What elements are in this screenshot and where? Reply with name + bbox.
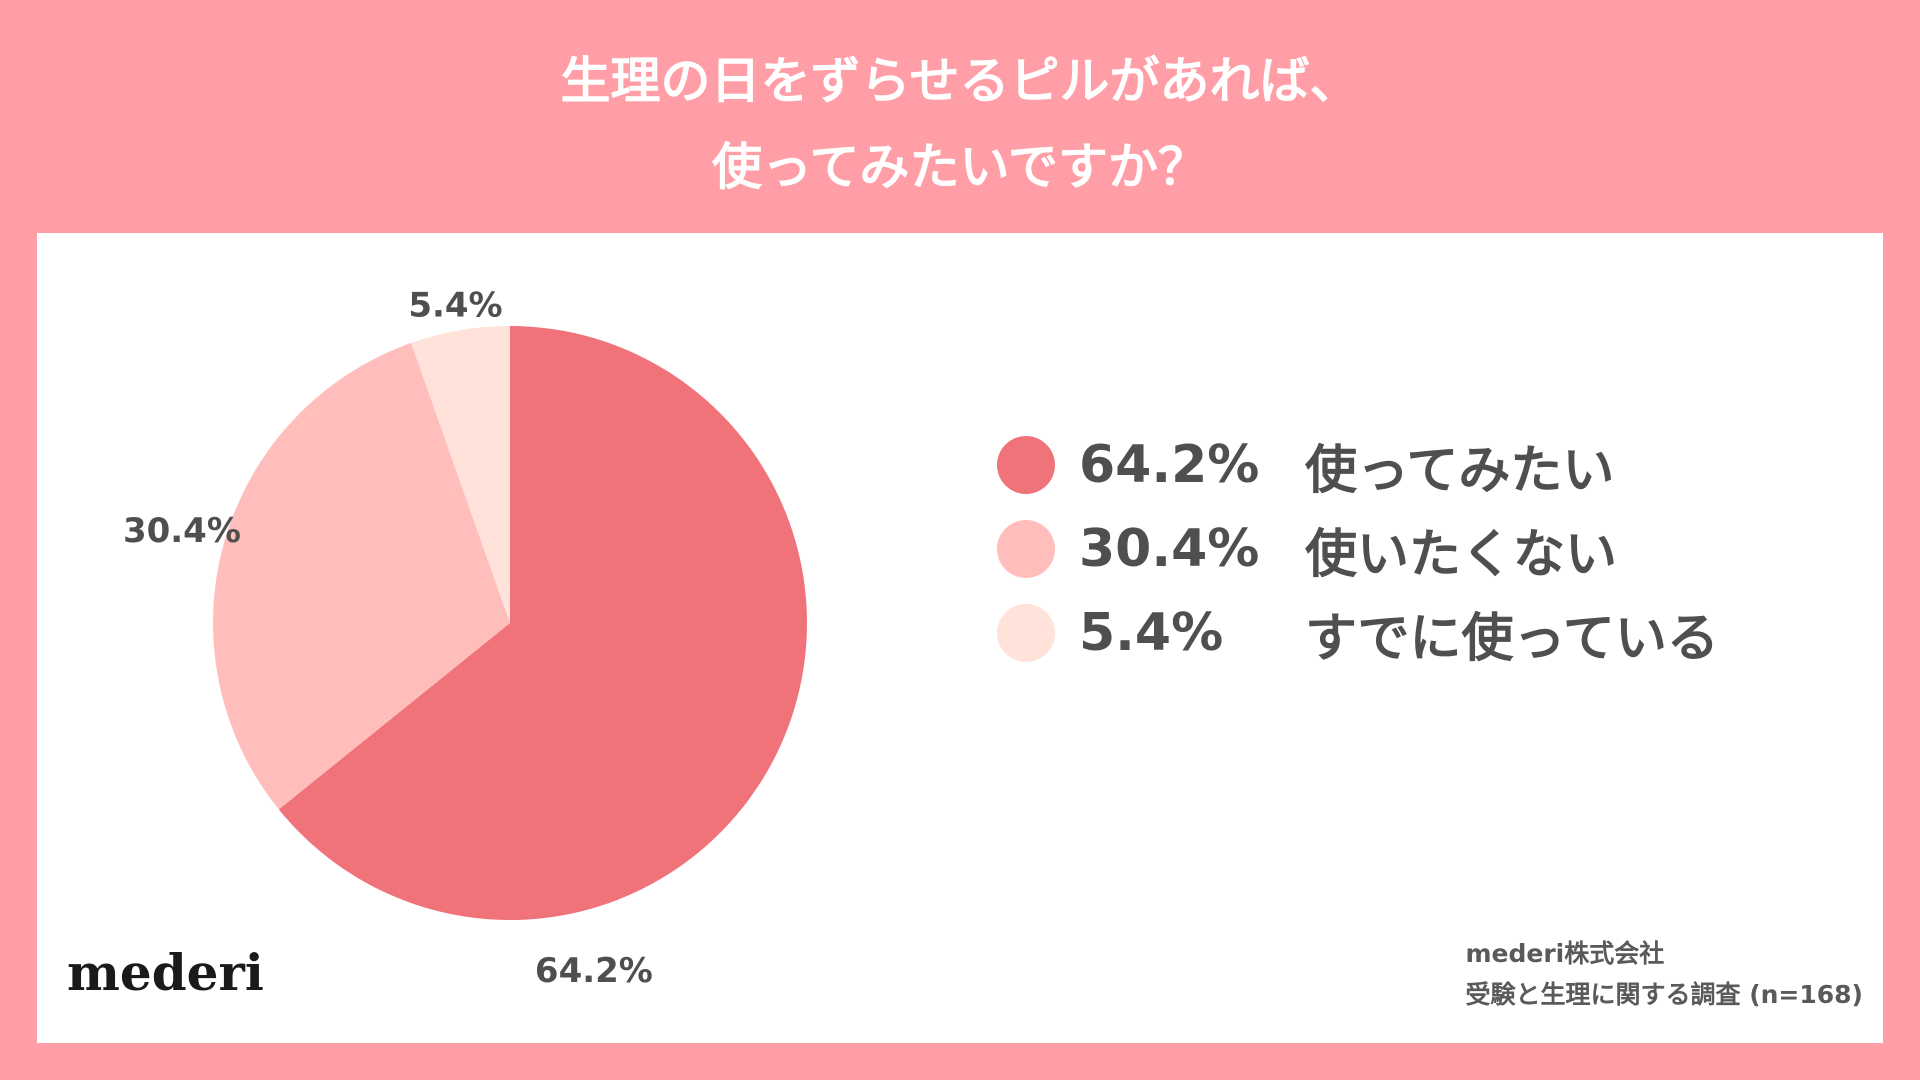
chart-legend: 64.2% 使ってみたい 30.4% 使いたくない 5.4% すでに使っている bbox=[997, 423, 1719, 675]
legend-item-want: 64.2% 使ってみたい bbox=[997, 423, 1719, 507]
legend-label-want: 使ってみたい bbox=[1305, 440, 1615, 501]
legend-label-dont-want: 使いたくない bbox=[1305, 524, 1618, 585]
legend-swatch-dont-want bbox=[997, 520, 1055, 578]
chart-title: 生理の日をずらせるピルがあれば、 使ってみたいですか？ bbox=[0, 38, 1920, 210]
pie-label-already-using: 5.4% bbox=[408, 286, 502, 326]
legend-item-already-using: 5.4% すでに使っている bbox=[997, 591, 1719, 675]
pie-slice-dont-want bbox=[213, 342, 511, 810]
source-survey: 受験と生理に関する調査 (n=168) bbox=[1465, 980, 1864, 1009]
chart-title-line-1: 生理の日をずらせるピルがあれば、 bbox=[560, 52, 1360, 110]
legend-percent-dont-want: 30.4% bbox=[1079, 519, 1260, 579]
legend-percent-already-using: 5.4% bbox=[1079, 603, 1224, 663]
legend-label-already-using: すでに使っている bbox=[1305, 608, 1719, 669]
legend-item-dont-want: 30.4% 使いたくない bbox=[997, 507, 1719, 591]
brand-logo: mederi bbox=[67, 943, 264, 1002]
legend-swatch-already-using bbox=[997, 604, 1055, 662]
pie-label-dont-want: 30.4% bbox=[123, 511, 241, 551]
pie-slice-already-using bbox=[411, 326, 510, 623]
pie-chart: 64.2% 30.4% 5.4% bbox=[123, 286, 807, 991]
chart-title-line-2: 使ってみたいですか？ bbox=[712, 138, 1208, 196]
legend-swatch-want bbox=[997, 436, 1055, 494]
chart-panel: 64.2% 30.4% 5.4% 64.2% 使ってみたい 30.4% 使いたくない… bbox=[37, 233, 1883, 1043]
source-company: mederi株式会社 bbox=[1465, 939, 1665, 968]
pie-slice-want bbox=[278, 326, 807, 920]
pie-label-want: 64.2% bbox=[535, 951, 653, 991]
legend-percent-want: 64.2% bbox=[1079, 435, 1260, 495]
source-note: mederi株式会社 受験と生理に関する調査 (n=168) bbox=[1466, 933, 1864, 1015]
